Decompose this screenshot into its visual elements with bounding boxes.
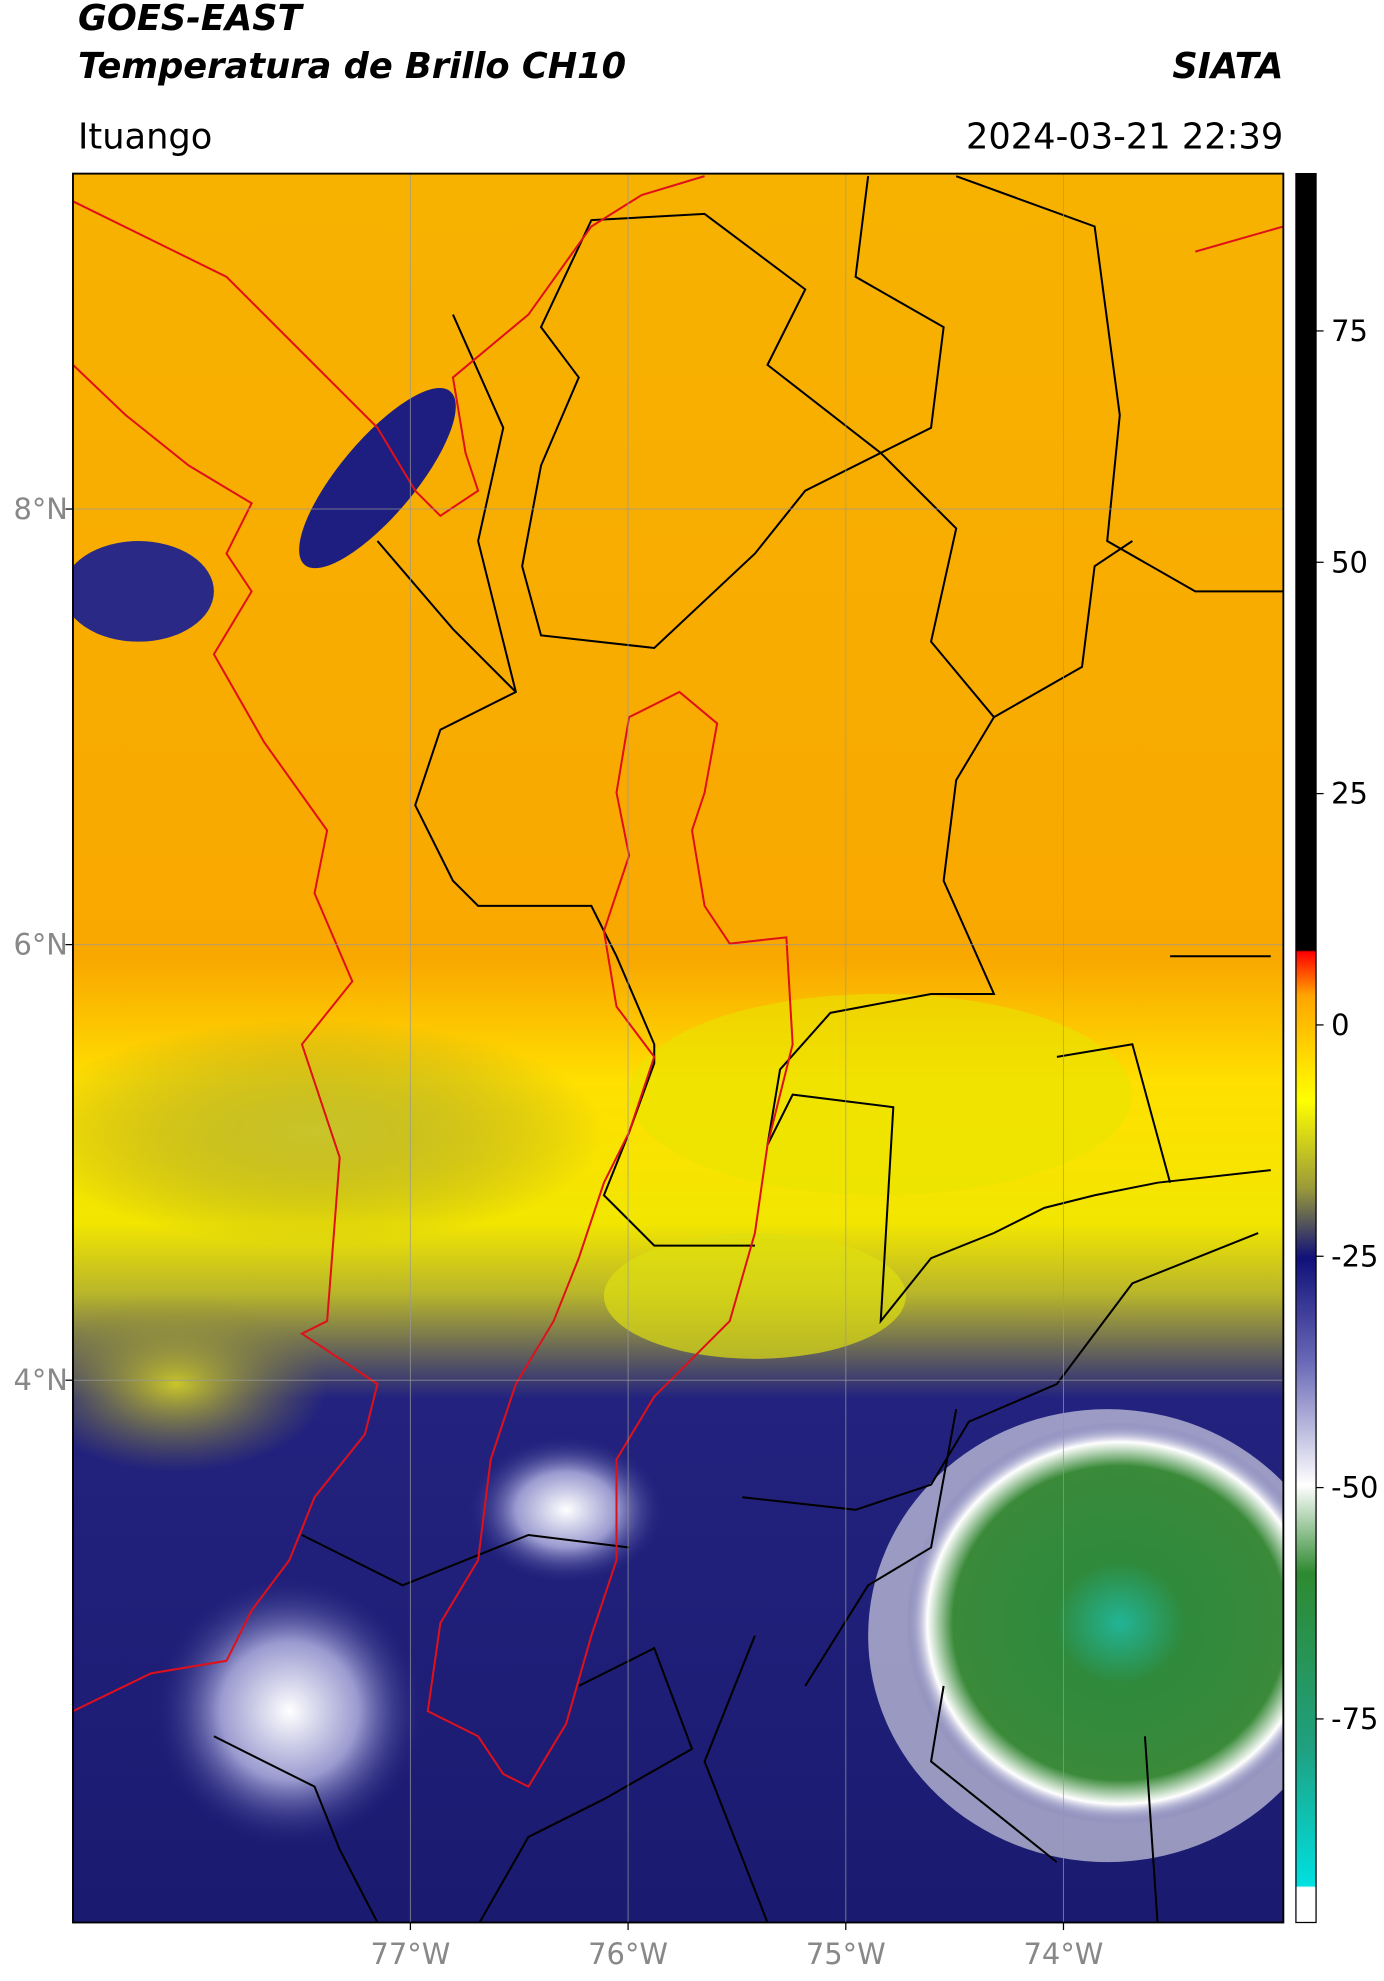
x-tick-label: 74°W xyxy=(1024,1937,1104,1971)
colorbar-tick-label: -75 xyxy=(1331,1702,1378,1736)
x-tick-label: 77°W xyxy=(370,1937,450,1971)
colorbar-tick-label: 25 xyxy=(1331,777,1368,811)
colorbar-tick-label: 50 xyxy=(1331,545,1368,579)
region: Ituango xyxy=(78,116,212,157)
colorbar xyxy=(1295,172,1317,1924)
y-tick-label: 4°N xyxy=(13,1363,68,1397)
satellite: GOES-EAST xyxy=(78,0,305,39)
colorbar-tick-label: -50 xyxy=(1331,1471,1378,1505)
satellite-image xyxy=(72,173,1284,1923)
product: Temperatura de Brillo CH10 xyxy=(78,46,626,87)
agency: SIATA xyxy=(1172,46,1283,87)
y-tick-label: 8°N xyxy=(13,492,68,526)
x-tick-label: 75°W xyxy=(806,1937,886,1971)
colorbar-tick-label: 75 xyxy=(1331,314,1368,348)
grid xyxy=(72,173,1284,1923)
y-tick-label: 6°N xyxy=(13,928,68,962)
colorbar-tick-label: -25 xyxy=(1331,1239,1378,1273)
datetime: 2024-03-21 22:39 xyxy=(966,116,1283,157)
x-tick-label: 76°W xyxy=(588,1937,668,1971)
map-frame xyxy=(72,172,1285,1924)
colorbar-tick-label: 0 xyxy=(1331,1008,1349,1042)
